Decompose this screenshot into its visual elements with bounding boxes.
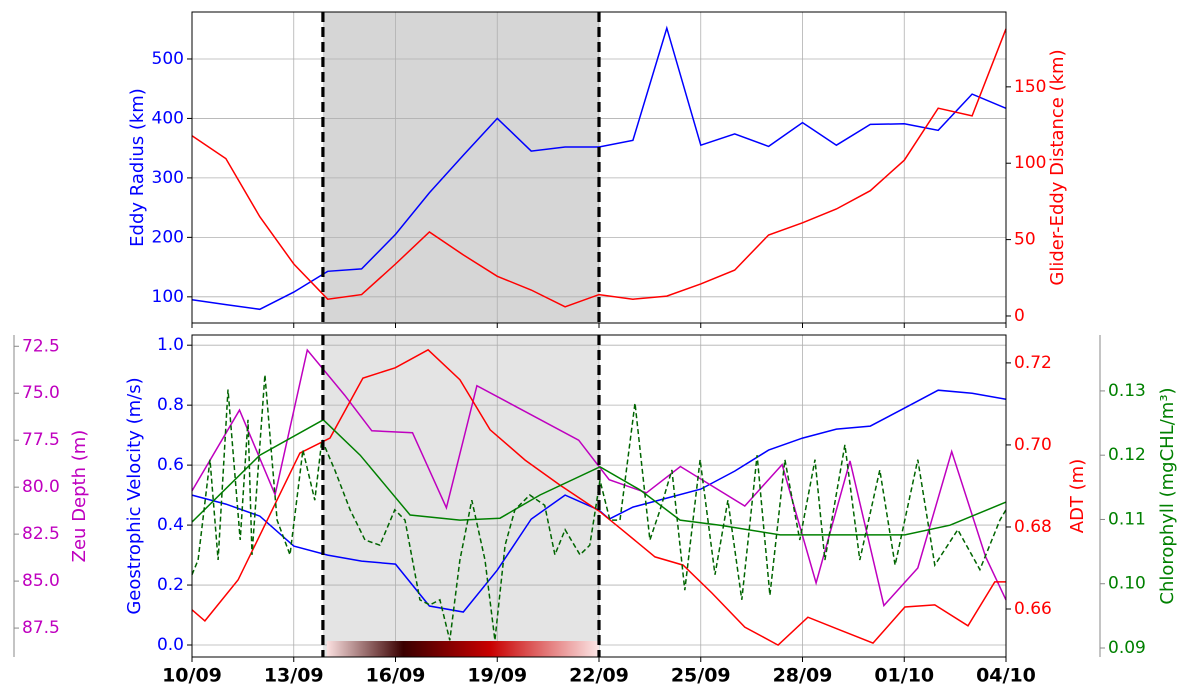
plot-frame: [191, 334, 1007, 658]
y4-tick-label: 0.13: [1108, 381, 1146, 401]
y3-tick-label: 85.0: [22, 571, 60, 591]
data-line: [191, 374, 1007, 641]
data-line: [191, 348, 1007, 608]
data-line: [191, 418, 1007, 536]
y2-tick-label: 100: [1014, 153, 1046, 173]
y2-tick-label: 0.66: [1014, 599, 1052, 619]
y4-tick-label: 0.11: [1108, 509, 1146, 529]
y-axis-label: Geostrophic Velocity (m/s): [124, 377, 145, 614]
y-tick-label: 100: [152, 287, 184, 307]
y-tick-label: 1.0: [157, 335, 184, 355]
y3-axis-label: Zeu Depth (m): [69, 430, 90, 563]
x-tick-label: 22/09: [569, 665, 629, 687]
x-tick-label: 01/10: [874, 665, 934, 687]
y-tick-label: 0.8: [157, 395, 184, 415]
y3-tick-label: 72.5: [22, 336, 60, 356]
y2-tick-label: 50: [1014, 230, 1036, 250]
y-tick-label: 300: [152, 168, 184, 188]
y3-tick-label: 77.5: [22, 430, 60, 450]
y2-tick-label: 0.72: [1014, 353, 1052, 373]
x-tick-label: 16/09: [366, 665, 426, 687]
y2-tick-label: 0: [1014, 306, 1025, 326]
x-tick-label: 28/09: [773, 665, 833, 687]
y3-tick-label: 80.0: [22, 477, 60, 497]
x-tick-label: 13/09: [264, 665, 324, 687]
y2-axis-label: ADT (m): [1067, 459, 1088, 533]
highlight-span: [322, 12, 599, 323]
y-tick-label: 0.2: [157, 575, 184, 595]
highlight-span: [322, 335, 599, 657]
plot-frame: [191, 11, 1007, 324]
y-tick-label: 200: [152, 227, 184, 247]
data-line: [191, 28, 1007, 308]
y-tick-label: 0.4: [157, 515, 184, 535]
y3-tick-label: 82.5: [22, 524, 60, 544]
y2-axis-label: Glider-Eddy Distance (km): [1047, 49, 1068, 285]
y4-tick-label: 0.10: [1108, 574, 1146, 594]
y4-tick-label: 0.09: [1108, 638, 1146, 658]
data-line: [191, 348, 1006, 647]
y-tick-label: 0.0: [157, 635, 184, 655]
y4-axis-label: Chlorophyll (mgCHL/m³): [1157, 387, 1178, 604]
y-tick-label: 500: [152, 49, 184, 69]
y2-tick-label: 0.70: [1014, 435, 1052, 455]
y3-tick-label: 87.5: [22, 618, 60, 638]
y-axis-label: Eddy Radius (km): [127, 88, 148, 247]
y4-tick-label: 0.12: [1108, 445, 1146, 465]
y-tick-label: 0.6: [157, 455, 184, 475]
x-tick-label: 25/09: [671, 665, 731, 687]
y2-tick-label: 150: [1014, 77, 1046, 97]
y-tick-label: 400: [152, 108, 184, 128]
span-colorbar: [326, 641, 599, 657]
y3-tick-label: 75.0: [22, 383, 60, 403]
y2-tick-label: 0.68: [1014, 517, 1052, 537]
x-tick-label: 10/09: [162, 665, 222, 687]
x-tick-label: 04/10: [976, 665, 1036, 687]
x-tick-label: 19/09: [467, 665, 527, 687]
